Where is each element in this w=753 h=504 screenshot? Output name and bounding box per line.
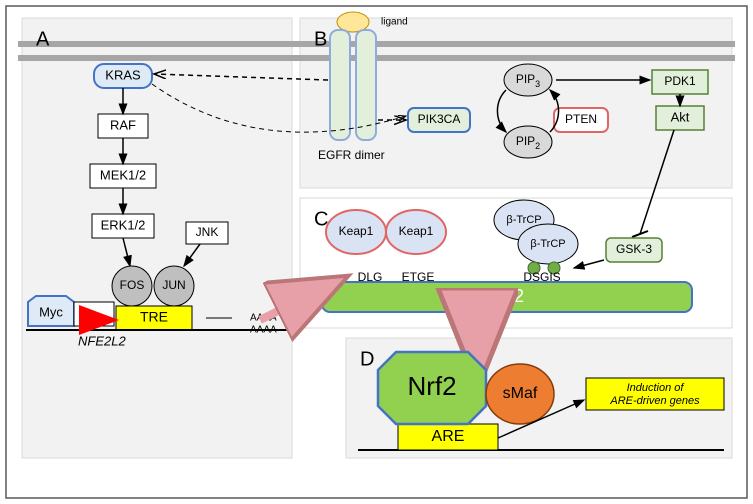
svg-text:Keap1: Keap1: [339, 224, 374, 238]
svg-text:β-TrCP: β-TrCP: [530, 238, 565, 250]
svg-text:D: D: [360, 348, 374, 370]
svg-text:Myc: Myc: [39, 304, 63, 319]
svg-text:Nrf2: Nrf2: [490, 286, 524, 306]
svg-text:Nrf2: Nrf2: [407, 371, 456, 401]
svg-text:TRE: TRE: [140, 309, 168, 325]
svg-text:EGFR dimer: EGFR dimer: [318, 148, 385, 162]
svg-text:PDK1: PDK1: [664, 74, 696, 88]
egfr-receptor-1: [356, 30, 376, 140]
panel-A: [22, 18, 292, 458]
egfr-receptor-0: [330, 30, 350, 140]
svg-text:ligand: ligand: [381, 17, 408, 28]
svg-text:A: A: [36, 28, 50, 50]
svg-text:NFE2L2: NFE2L2: [78, 333, 126, 348]
myc-adjacent-box: [74, 302, 114, 326]
svg-text:sMaf: sMaf: [503, 385, 538, 402]
svg-text:B: B: [314, 28, 327, 50]
svg-text:ARE-driven genes: ARE-driven genes: [609, 395, 700, 407]
svg-text:GSK-3: GSK-3: [616, 242, 652, 256]
svg-text:ERK1/2: ERK1/2: [101, 217, 146, 232]
svg-text:ARE: ARE: [432, 428, 465, 445]
svg-text:KRAS: KRAS: [105, 67, 141, 82]
svg-text:Akt: Akt: [671, 109, 690, 124]
svg-text:MEK1/2: MEK1/2: [100, 167, 146, 182]
svg-text:PIK3CA: PIK3CA: [418, 112, 461, 126]
svg-text:FOS: FOS: [120, 278, 145, 292]
svg-text:JNK: JNK: [196, 225, 219, 239]
svg-text:AAAA: AAAA: [250, 325, 277, 336]
svg-text:Keap1: Keap1: [399, 224, 434, 238]
svg-text:JUN: JUN: [162, 278, 185, 292]
svg-text:Induction of: Induction of: [627, 382, 685, 394]
svg-text:RAF: RAF: [110, 117, 136, 132]
svg-text:ETGE: ETGE: [402, 270, 435, 284]
svg-text:DLG: DLG: [358, 270, 383, 284]
svg-text:DSGIS: DSGIS: [523, 270, 560, 284]
svg-text:β-TrCP: β-TrCP: [506, 214, 541, 226]
svg-text:PTEN: PTEN: [565, 112, 597, 126]
